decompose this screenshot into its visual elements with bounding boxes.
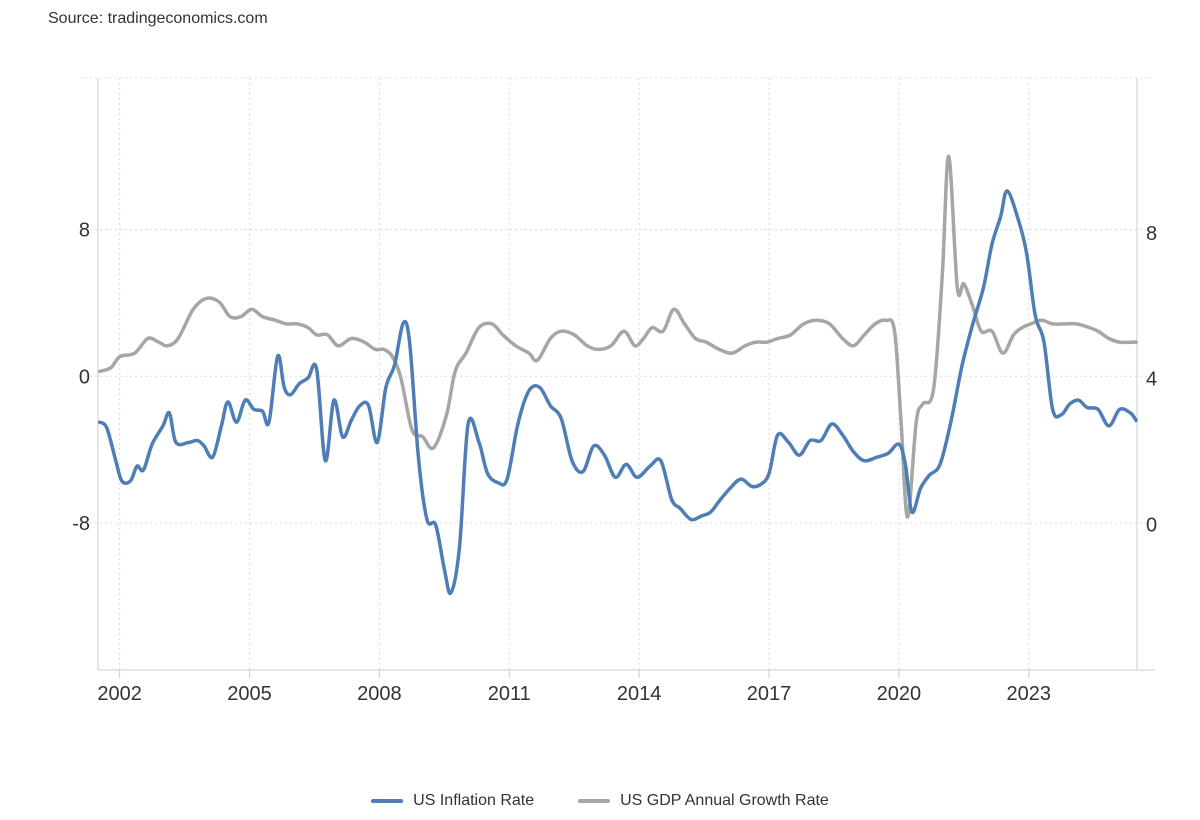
x-tick-label-2014: 2014 [617,683,662,705]
legend: US Inflation Rate US GDP Annual Growth R… [0,792,1200,810]
legend-label-inflation: US Inflation Rate [413,792,535,809]
x-tick-label-2011: 2011 [488,683,531,705]
legend-item-gdp[interactable]: US GDP Annual Growth Rate [578,792,829,810]
left-tick-label--8: -8 [72,513,90,535]
x-tick-label-2020: 2020 [877,683,922,705]
x-tick-label-2002: 2002 [97,683,142,705]
series-line-us-inflation-rate [97,189,1138,596]
right-tick-label-8: 8 [1146,223,1157,245]
left-tick-label-0: 0 [79,366,90,388]
legend-label-gdp: US GDP Annual Growth Rate [620,792,829,809]
legend-swatch-gdp [578,799,611,803]
x-tick-label-2005: 2005 [227,683,272,705]
left-tick-label-8: 8 [79,219,90,241]
right-tick-label-0: 0 [1146,514,1157,536]
x-tick-label-2017: 2017 [747,683,792,705]
series-layer [97,154,1138,596]
right-tick-label-4: 4 [1146,369,1157,391]
x-tick-label-2023: 2023 [1007,683,1052,705]
line-chart: 2002 2005 2008 2011 2014 2017 2020 2023 8 0 -8 8 4 0 [72,77,1157,705]
tick-labels: 2002 2005 2008 2011 2014 2017 2020 2023 8 0 -8 8 4 0 [72,219,1157,705]
legend-swatch-inflation [371,799,404,803]
axes [97,78,1155,678]
series-line-us-gdp-annual-growth-rate [97,154,1138,519]
x-tick-label-2008: 2008 [357,683,402,705]
grid-lines [80,77,1155,670]
source-caption: Source: tradingeconomics.com [48,10,268,27]
legend-item-inflation[interactable]: US Inflation Rate [371,792,534,810]
